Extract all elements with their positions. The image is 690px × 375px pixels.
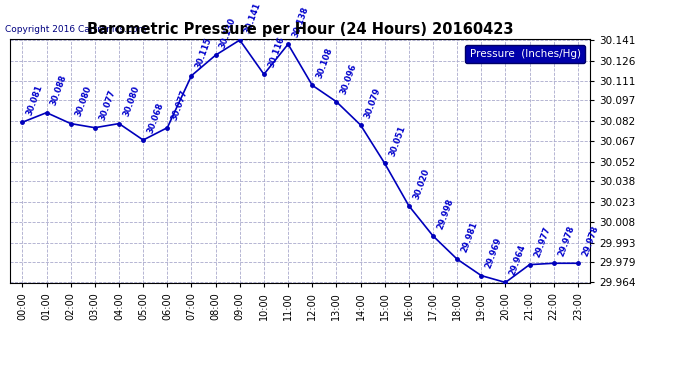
Text: 30.088: 30.088 (50, 74, 69, 107)
Text: 30.108: 30.108 (315, 46, 335, 80)
Text: 30.116: 30.116 (267, 35, 286, 69)
Text: 30.077: 30.077 (170, 89, 190, 122)
Text: 30.068: 30.068 (146, 101, 166, 135)
Text: 30.130: 30.130 (219, 16, 238, 50)
Title: Barometric Pressure per Hour (24 Hours) 20160423: Barometric Pressure per Hour (24 Hours) … (87, 22, 513, 37)
Text: 29.981: 29.981 (460, 220, 480, 254)
Text: 30.115: 30.115 (195, 37, 214, 70)
Text: 29.969: 29.969 (484, 237, 504, 270)
Text: 30.138: 30.138 (291, 5, 310, 39)
Text: 30.079: 30.079 (364, 86, 383, 119)
Text: 30.096: 30.096 (339, 63, 359, 96)
Text: 30.020: 30.020 (412, 167, 431, 200)
Text: 30.080: 30.080 (74, 85, 93, 118)
Text: 29.978: 29.978 (581, 225, 600, 258)
Text: 29.977: 29.977 (533, 226, 552, 259)
Text: 30.081: 30.081 (26, 83, 45, 117)
Text: 30.051: 30.051 (388, 124, 407, 158)
Text: 30.141: 30.141 (243, 1, 262, 34)
Text: 29.998: 29.998 (436, 197, 455, 230)
Text: 30.077: 30.077 (98, 89, 117, 122)
Text: 29.964: 29.964 (509, 243, 528, 277)
Legend: Pressure  (Inches/Hg): Pressure (Inches/Hg) (466, 45, 584, 63)
Text: 29.978: 29.978 (557, 225, 576, 258)
Text: Copyright 2016 Cartronics.com: Copyright 2016 Cartronics.com (5, 25, 146, 34)
Text: 30.080: 30.080 (122, 85, 141, 118)
